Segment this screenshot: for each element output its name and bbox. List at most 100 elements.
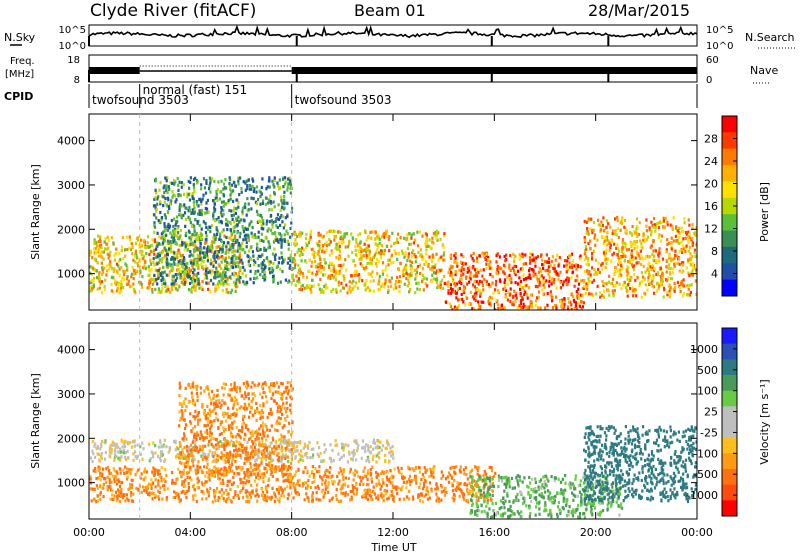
- power-cell: [213, 240, 216, 244]
- velocity-cell: [449, 473, 452, 477]
- power-cell: [238, 235, 241, 239]
- power-cell: [333, 238, 336, 242]
- velocity-cell: [425, 488, 428, 493]
- power-cell: [120, 279, 123, 283]
- power-cell: [540, 269, 543, 273]
- velocity-cell: [109, 443, 112, 447]
- power-cell: [183, 263, 186, 267]
- power-cell: [506, 298, 509, 302]
- power-cell: [581, 305, 584, 309]
- power-cell: [611, 253, 614, 257]
- power-cell: [500, 267, 503, 271]
- power-cell: [588, 292, 591, 296]
- velocity-cell: [147, 482, 151, 486]
- power-cell: [164, 216, 167, 220]
- velocity-cell: [399, 487, 402, 491]
- power-cell: [193, 250, 196, 254]
- power-cell: [553, 267, 556, 271]
- power-cell: [104, 237, 107, 241]
- power-cell: [471, 307, 474, 310]
- velocity-cell: [292, 496, 295, 500]
- power-cell: [197, 204, 200, 208]
- power-cell: [214, 196, 217, 200]
- power-cell: [221, 271, 225, 275]
- power-cell: [153, 263, 156, 267]
- velocity-cell: [196, 477, 199, 481]
- power-cell: [503, 263, 506, 267]
- power-cell: [287, 280, 290, 284]
- power-cell: [371, 230, 374, 234]
- velocity-cell: [296, 479, 300, 483]
- velocity-cell: [116, 482, 119, 486]
- power-cell: [387, 289, 390, 293]
- velocity-cell: [221, 478, 224, 482]
- power-cell: [546, 268, 549, 272]
- power-cell: [223, 234, 226, 238]
- velocity-cell: [485, 472, 488, 476]
- power-cell: [160, 279, 163, 283]
- power-cell: [170, 240, 173, 244]
- power-cell: [656, 282, 659, 286]
- power-cell: [220, 240, 223, 244]
- velocity-cell: [462, 495, 465, 499]
- power-cell: [330, 273, 333, 278]
- velocity-cell: [406, 480, 409, 484]
- power-cell: [231, 265, 235, 270]
- power-cell: [430, 258, 433, 262]
- power-cell: [682, 237, 685, 241]
- power-cell: [166, 241, 169, 245]
- power-cell: [545, 253, 548, 257]
- power-cell: [590, 217, 593, 221]
- power-cell: [338, 250, 341, 254]
- power-cell: [485, 282, 488, 286]
- power-cell: [323, 257, 326, 262]
- power-cell: [509, 254, 512, 258]
- power-cell: [425, 233, 428, 237]
- power-cell: [637, 261, 641, 265]
- velocity-cell: [387, 478, 391, 482]
- power-cell: [685, 266, 688, 270]
- velocity-cell: [110, 471, 113, 475]
- power-cell: [209, 258, 213, 262]
- power-cell: [184, 217, 187, 221]
- power-cell: [348, 285, 351, 289]
- velocity-cell: [400, 466, 403, 471]
- velocity-cell: [361, 476, 364, 480]
- power-cell: [491, 274, 494, 279]
- power-cell: [317, 233, 320, 237]
- velocity-cell: [116, 497, 119, 501]
- velocity-cell: [101, 472, 104, 476]
- power-cell: [677, 229, 680, 233]
- power-cell: [408, 290, 411, 294]
- velocity-cell: [369, 468, 372, 472]
- velocity-cell: [426, 490, 430, 494]
- velocity-cell: [355, 482, 358, 486]
- power-cell: [300, 259, 303, 263]
- velocity-cell: [161, 484, 165, 488]
- velocity-cell: [157, 483, 160, 487]
- power-cell: [324, 242, 327, 246]
- power-cell: [187, 209, 190, 213]
- power-cell: [425, 235, 428, 239]
- velocity-cell: [408, 489, 411, 493]
- velocity-cell: [342, 454, 345, 458]
- power-cell: [595, 292, 598, 296]
- power-cell: [152, 204, 156, 208]
- power-cell: [348, 287, 351, 292]
- power-cell: [626, 277, 629, 281]
- power-cell: [122, 277, 125, 281]
- power-cell: [93, 242, 96, 246]
- power-cell: [365, 256, 368, 260]
- power-cell: [237, 215, 240, 219]
- power-cell: [689, 272, 692, 277]
- power-cell: [451, 273, 454, 277]
- velocity-cell: [465, 473, 468, 477]
- power-cell: [269, 214, 272, 218]
- power-cell: [197, 212, 200, 216]
- power-cell: [435, 229, 439, 233]
- velocity-cell: [160, 479, 163, 483]
- power-cell: [653, 266, 656, 270]
- power-cell: [153, 252, 156, 256]
- power-cell: [425, 241, 429, 245]
- power-cell: [279, 223, 282, 227]
